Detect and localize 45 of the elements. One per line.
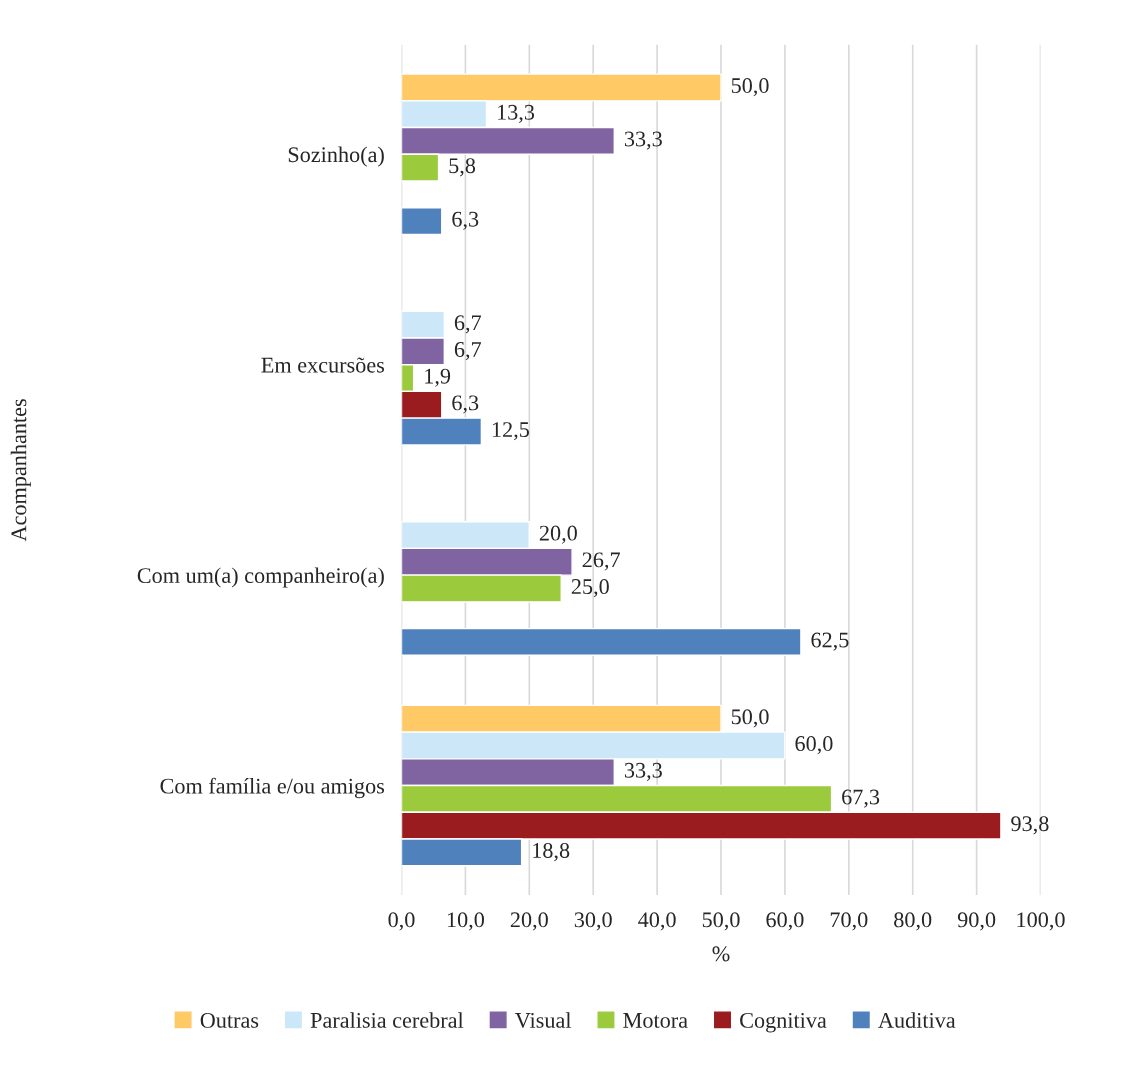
- data-label: 25,0: [571, 579, 609, 598]
- y-axis-title: Acompanhantes: [10, 399, 31, 542]
- legend-label: Motora: [623, 1013, 688, 1028]
- x-tick-label: 30,0: [574, 912, 612, 931]
- x-tick-label: 20,0: [510, 912, 548, 931]
- y-tick-label: Em excursões: [261, 357, 385, 373]
- data-label: 33,3: [624, 131, 662, 150]
- data-label: 60,0: [795, 736, 833, 755]
- x-tick-label: 80,0: [894, 912, 932, 931]
- y-tick-label: Com um(a) companheiro(a): [137, 567, 384, 588]
- data-label: 33,3: [624, 762, 662, 781]
- legend-label: Auditiva: [878, 1012, 956, 1028]
- data-label: 67,3: [842, 789, 880, 808]
- data-label: 50,0: [731, 78, 769, 97]
- data-label: 50,0: [731, 709, 769, 728]
- x-tick-label: 10,0: [447, 912, 484, 931]
- legend-label: Cognitiva: [740, 1012, 827, 1033]
- bar: [401, 207, 443, 236]
- x-tick-label: 70,0: [830, 912, 868, 931]
- data-label: 6,3: [452, 211, 479, 230]
- data-label: 62,5: [811, 632, 849, 651]
- data-label: 1,9: [425, 368, 451, 387]
- x-tick-label: 60,0: [766, 912, 804, 931]
- x-tick-label: 100,0: [1017, 912, 1065, 931]
- x-tick-label: 0,0: [388, 912, 415, 931]
- x-axis-title: %: [712, 946, 730, 962]
- data-label: 13,3: [498, 104, 535, 123]
- data-label: 18,8: [533, 842, 570, 862]
- data-label: 6,7: [454, 315, 482, 334]
- data-label: 6,3: [452, 395, 479, 414]
- data-label: 6,7: [454, 341, 482, 361]
- legend-label: Visual: [515, 1012, 572, 1028]
- y-tick-label: Com família e/ou amigos: [160, 777, 385, 799]
- legend-label: Outras: [200, 1012, 259, 1028]
- y-tick-label: Sozinho(a): [288, 146, 384, 167]
- x-tick-label: 50,0: [702, 912, 740, 931]
- data-label: 20,0: [539, 525, 577, 544]
- data-label: 5,8: [449, 158, 476, 177]
- data-label: 12,5: [492, 422, 529, 441]
- data-label: 93,8: [1011, 816, 1049, 835]
- x-tick-label: 90,0: [957, 912, 996, 931]
- x-tick-label: 40,0: [638, 912, 676, 931]
- legend-label: Paralisia cerebral: [310, 1012, 464, 1028]
- bar: [401, 627, 802, 657]
- data-label: 26,7: [582, 552, 620, 571]
